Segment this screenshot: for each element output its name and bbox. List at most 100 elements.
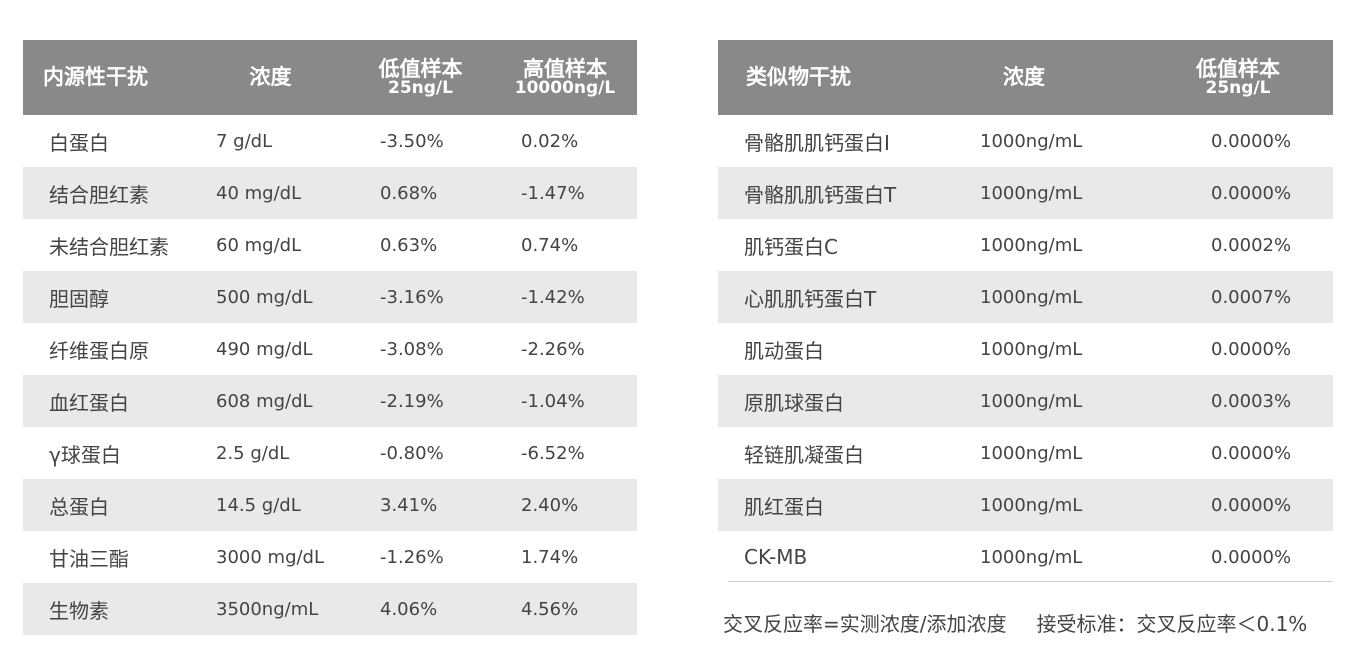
cell-low: 0.0000%: [1211, 546, 1292, 568]
table-row: 甘油三酯 3000 mg/dL -1.26% 1.74%: [23, 531, 637, 583]
cell-high: -1.04%: [493, 375, 637, 427]
endogenous-interference-table: 内源性干扰 浓度 低值样本 25ng/L 高值样本 10000ng/L 白蛋白 7 g…: [23, 40, 637, 635]
cell-conc: 14.5 g/dL: [193, 479, 348, 531]
cell-low: -3.50%: [380, 130, 444, 152]
cell-low: 0.0000%: [1143, 479, 1333, 531]
table-row: 纤维蛋白原 490 mg/dL -3.08% -2.26%: [23, 323, 637, 375]
table-row: 骨骼肌肌钙蛋白I 1000ng/mL 0.0000%: [718, 115, 1333, 167]
cell-name: 未结合胆红素: [49, 234, 169, 259]
cell-conc: 1000ng/mL: [953, 479, 1143, 531]
cell-name: 心肌肌钙蛋白T: [718, 271, 953, 323]
cell-name: 轻链肌凝蛋白: [744, 442, 864, 467]
cell-name: 甘油三酯: [49, 546, 129, 571]
cell-name: 总蛋白: [23, 479, 193, 531]
table-row: 肌动蛋白 1000ng/mL 0.0000%: [718, 323, 1333, 375]
cell-name: 肌动蛋白: [744, 338, 824, 363]
cell-conc: 2.5 g/dL: [216, 442, 290, 464]
cell-low: 0.0000%: [1211, 130, 1292, 152]
cell-name: 骨骼肌肌钙蛋白T: [718, 167, 953, 219]
cell-name: 生物素: [23, 583, 193, 635]
header-concentration: 浓度: [953, 40, 1143, 115]
cell-conc: 1000ng/mL: [980, 338, 1083, 360]
table-row: 未结合胆红素 60 mg/dL 0.63% 0.74%: [23, 219, 637, 271]
cell-high: -1.47%: [493, 167, 637, 219]
header-high-sample: 高值样本 10000ng/L: [493, 40, 637, 115]
cell-name: 骨骼肌肌钙蛋白I: [744, 130, 890, 155]
cell-high: -6.52%: [521, 442, 585, 464]
table-row: 胆固醇 500 mg/dL -3.16% -1.42%: [23, 271, 637, 323]
cell-conc: 7 g/dL: [216, 130, 273, 152]
cell-name: 原肌球蛋白: [718, 375, 953, 427]
table-row: 结合胆红素 40 mg/dL 0.68% -1.47%: [23, 167, 637, 219]
cell-name: 肌钙蛋白C: [744, 234, 838, 259]
cell-conc: 1000ng/mL: [980, 234, 1083, 256]
table-row: 骨骼肌肌钙蛋白T 1000ng/mL 0.0000%: [718, 167, 1333, 219]
cell-low: -0.80%: [380, 442, 444, 464]
table-row: 总蛋白 14.5 g/dL 3.41% 2.40%: [23, 479, 637, 531]
cell-name: 胆固醇: [23, 271, 193, 323]
header-analog: 类似物干扰: [718, 40, 953, 115]
divider: [728, 581, 1333, 582]
table-row: 肌钙蛋白C 1000ng/mL 0.0002%: [718, 219, 1333, 271]
cell-low: -1.26%: [380, 546, 444, 568]
cell-low: -3.08%: [380, 338, 444, 360]
table-header-row: 类似物干扰 浓度 低值样本 25ng/L: [718, 40, 1333, 115]
cell-conc: 1000ng/mL: [953, 375, 1143, 427]
table-row: 血红蛋白 608 mg/dL -2.19% -1.04%: [23, 375, 637, 427]
cell-low: -3.16%: [348, 271, 493, 323]
table-header-row: 内源性干扰 浓度 低值样本 25ng/L 高值样本 10000ng/L: [23, 40, 637, 115]
cell-low: 0.0000%: [1211, 442, 1292, 464]
cell-conc: 1000ng/mL: [980, 442, 1083, 464]
table-row: 肌红蛋白 1000ng/mL 0.0000%: [718, 479, 1333, 531]
analog-interference-table: 类似物干扰 浓度 低值样本 25ng/L 骨骼肌肌钙蛋白I 1000ng/mL 0.0…: [718, 40, 1333, 583]
table-row: 白蛋白 7 g/dL -3.50% 0.02%: [23, 115, 637, 167]
cell-name: 肌红蛋白: [718, 479, 953, 531]
cell-conc: 608 mg/dL: [193, 375, 348, 427]
header-low-sample: 低值样本 25ng/L: [1143, 40, 1333, 115]
cell-low: 0.63%: [380, 234, 438, 256]
table-row: γ球蛋白 2.5 g/dL -0.80% -6.52%: [23, 427, 637, 479]
cell-conc: 1000ng/mL: [953, 167, 1143, 219]
header-concentration: 浓度: [193, 40, 348, 115]
table-row: 生物素 3500ng/mL 4.06% 4.56%: [23, 583, 637, 635]
cell-name: 结合胆红素: [23, 167, 193, 219]
table-row: CK-MB 1000ng/mL 0.0000%: [718, 531, 1333, 583]
table-row: 原肌球蛋白 1000ng/mL 0.0003%: [718, 375, 1333, 427]
footnote: 交叉反应率=实测浓度/添加浓度 接受标准：交叉反应率＜0.1%: [723, 608, 1307, 637]
cell-low: 4.06%: [348, 583, 493, 635]
cell-low: 0.0002%: [1211, 234, 1292, 256]
cell-conc: 1000ng/mL: [980, 546, 1083, 568]
cell-conc: 500 mg/dL: [193, 271, 348, 323]
cell-name: CK-MB: [744, 545, 808, 569]
header-endogenous: 内源性干扰: [23, 40, 193, 115]
cell-high: -2.26%: [521, 338, 585, 360]
cell-low: 0.68%: [348, 167, 493, 219]
cell-conc: 60 mg/dL: [216, 234, 302, 256]
cell-low: 0.0000%: [1143, 167, 1333, 219]
cell-conc: 3500ng/mL: [193, 583, 348, 635]
cell-low: 0.0007%: [1143, 271, 1333, 323]
cell-low: 3.41%: [348, 479, 493, 531]
cell-high: 0.02%: [521, 130, 579, 152]
cell-conc: 40 mg/dL: [193, 167, 348, 219]
cell-high: 0.74%: [521, 234, 579, 256]
cell-conc: 1000ng/mL: [980, 130, 1083, 152]
cell-name: 纤维蛋白原: [49, 338, 149, 363]
cell-low: 0.0003%: [1143, 375, 1333, 427]
cell-conc: 1000ng/mL: [953, 271, 1143, 323]
cell-high: 2.40%: [493, 479, 637, 531]
cell-name: 白蛋白: [49, 130, 109, 155]
cell-low: -2.19%: [348, 375, 493, 427]
cell-high: 1.74%: [521, 546, 579, 568]
cell-conc: 3000 mg/dL: [216, 546, 325, 568]
header-low-sample: 低值样本 25ng/L: [348, 40, 493, 115]
cell-conc: 490 mg/dL: [216, 338, 313, 360]
cell-high: 4.56%: [493, 583, 637, 635]
cell-name: 血红蛋白: [23, 375, 193, 427]
cell-low: 0.0000%: [1211, 338, 1292, 360]
cell-high: -1.42%: [493, 271, 637, 323]
table-row: 轻链肌凝蛋白 1000ng/mL 0.0000%: [718, 427, 1333, 479]
cell-name: γ球蛋白: [49, 442, 121, 467]
table-row: 心肌肌钙蛋白T 1000ng/mL 0.0007%: [718, 271, 1333, 323]
formula-text: 交叉反应率=实测浓度/添加浓度: [723, 612, 1007, 636]
